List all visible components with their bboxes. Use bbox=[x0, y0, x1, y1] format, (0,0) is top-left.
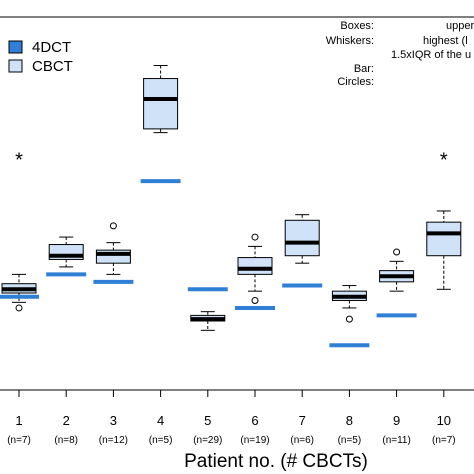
cbct-box bbox=[143, 78, 179, 130]
info-label-boxes: Boxes: bbox=[340, 20, 374, 32]
x-tick-label: 3 bbox=[110, 413, 117, 428]
outlier-circle bbox=[109, 222, 117, 230]
n-count-label: (n=29) bbox=[193, 435, 222, 446]
box-group-patient-4 bbox=[143, 64, 179, 134]
n-count-label: (n=7) bbox=[7, 435, 31, 446]
outlier-circle bbox=[345, 315, 353, 323]
outlier-circle bbox=[393, 248, 401, 256]
box-group-patient-2 bbox=[48, 236, 84, 268]
legend-label-cbct: CBCT bbox=[32, 58, 73, 75]
x-tick-label: 9 bbox=[393, 413, 400, 428]
info-label-whiskers: Whiskers: bbox=[326, 35, 374, 47]
n-count-label: (n=19) bbox=[240, 435, 269, 446]
n-count-label: (n=5) bbox=[149, 435, 173, 446]
cbct-box bbox=[426, 221, 462, 257]
n-count-label: (n=11) bbox=[382, 435, 410, 446]
x-tick-label: 1 bbox=[15, 413, 22, 428]
significance-star: * bbox=[15, 150, 23, 172]
box-group-patient-3 bbox=[95, 222, 131, 275]
outlier-circle bbox=[15, 304, 23, 312]
box-group-patient-8 bbox=[331, 285, 367, 323]
box-group-patient-5 bbox=[190, 311, 226, 331]
x-tick-label: 8 bbox=[346, 413, 353, 428]
cbct-box bbox=[237, 257, 273, 275]
outlier-circle bbox=[251, 296, 259, 304]
x-axis: 1 (n=7) 2 (n=8) 3 (n=12) 4 (n=5) 5 (n=29) 6 (n=19) 7… bbox=[7, 390, 456, 446]
x-axis-title: Patient no. (# CBCTs) bbox=[184, 451, 368, 472]
n-count-label: (n=12) bbox=[99, 435, 128, 446]
legend: 4DCT CBCT bbox=[8, 39, 73, 75]
box-group-patient-6 bbox=[237, 233, 273, 304]
info-label-circles: Circles: bbox=[337, 76, 374, 88]
legend-label-4dct: 4DCT bbox=[32, 39, 71, 56]
box-group-patient-10: * bbox=[426, 150, 462, 290]
info-label-bar: Bar: bbox=[354, 63, 374, 75]
info-text-whiskers-2: 1.5xIQR of the u bbox=[391, 49, 471, 61]
info-text-boxes: upper bbox=[446, 20, 474, 32]
info-text-whiskers: highest (l bbox=[423, 35, 468, 47]
x-tick-label: 7 bbox=[299, 413, 306, 428]
outlier-circle bbox=[251, 233, 259, 241]
n-count-label: (n=6) bbox=[290, 435, 314, 446]
significance-star: * bbox=[440, 150, 448, 172]
box-group-patient-1: * bbox=[1, 150, 37, 312]
legend-swatch-4dct bbox=[8, 40, 23, 54]
x-tick-label: 5 bbox=[204, 413, 211, 428]
chart-marks: * * bbox=[0, 64, 462, 348]
box-group-patient-9 bbox=[379, 248, 415, 292]
x-tick-label: 10 bbox=[437, 413, 451, 428]
cbct-box bbox=[284, 219, 320, 257]
box-group-patient-7 bbox=[284, 214, 320, 264]
n-count-label: (n=5) bbox=[338, 435, 362, 446]
n-count-label: (n=7) bbox=[432, 435, 456, 446]
x-tick-label: 2 bbox=[63, 413, 70, 428]
legend-swatch-cbct bbox=[8, 59, 23, 73]
x-tick-label: 6 bbox=[251, 413, 258, 428]
x-tick-label: 4 bbox=[157, 413, 164, 428]
n-count-label: (n=8) bbox=[54, 435, 78, 446]
